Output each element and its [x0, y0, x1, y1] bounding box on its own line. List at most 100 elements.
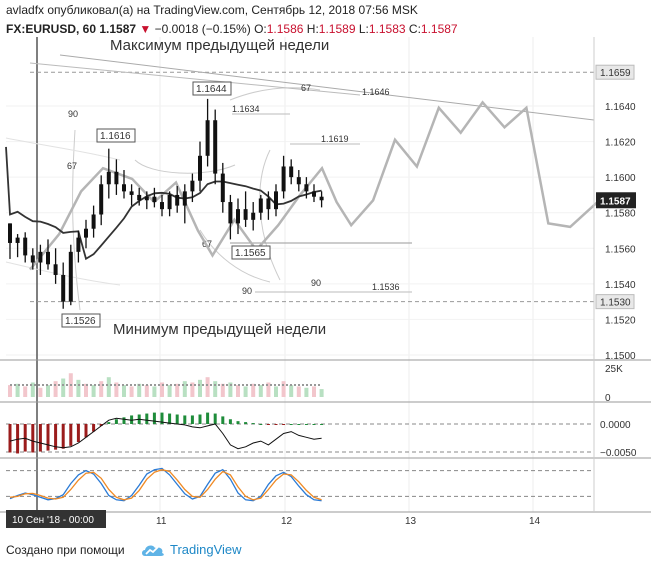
candle-body-29	[228, 202, 233, 224]
price-tick-4: 1.1560	[605, 244, 636, 255]
fib-ray-67	[29, 62, 361, 96]
volume-bar-27	[213, 381, 218, 397]
price-axis[interactable]: 1.1640 1.1620 1.1600 1.1580 1.1560 1.1540 1.15…	[593, 37, 636, 512]
macd-hist-18	[145, 413, 149, 424]
time-axis[interactable]: 10 Сен '18 - 00:00 11 12 13 14	[6, 510, 541, 528]
candle-body-14	[114, 171, 119, 185]
fib-level-label-2: 1.1619	[321, 134, 349, 144]
volume-bar-39	[304, 387, 309, 397]
published-text: опубликовал(а) на TradingView.com, Сентя…	[47, 3, 418, 17]
time-tick-1: 12	[281, 516, 293, 527]
volume-bar-12	[99, 381, 104, 397]
volume-bar-13	[106, 377, 111, 397]
volume-bar-30	[236, 385, 240, 397]
volume-pane: 25K 0	[8, 364, 623, 404]
time-tick-2: 13	[405, 516, 417, 527]
candle-body-6	[53, 264, 58, 275]
candle-body-18	[144, 196, 149, 201]
macd-hist-40	[312, 424, 316, 425]
candle-body-34	[266, 198, 271, 210]
candle-body-35	[274, 191, 278, 210]
change-value: −0.0018 (−0.15%)	[154, 22, 251, 36]
macd-pane: 0.0000 −0.0050	[6, 412, 637, 459]
macd-hist-34	[266, 424, 270, 425]
macd-hist-38	[297, 424, 301, 425]
volume-bar-1	[15, 383, 20, 397]
candle-body-3	[30, 255, 35, 263]
fib-arc-bottom	[199, 229, 271, 283]
header-line-1: avladfx опубликовал(а) на TradingView.co…	[6, 3, 418, 17]
macd-hist-33	[259, 424, 263, 425]
projection-path	[29, 100, 601, 271]
candle-body-0	[8, 223, 12, 243]
volume-bar-18	[144, 385, 149, 397]
pane-separators	[0, 359, 651, 513]
open-label: O:	[254, 22, 267, 36]
stoch-k-line	[9, 467, 322, 502]
tradingview-link[interactable]: TradingView	[170, 542, 242, 557]
volume-bar-15	[122, 385, 126, 397]
volume-bar-40	[312, 386, 316, 397]
macd-hist-10	[84, 424, 88, 438]
volume-bar-19	[152, 386, 157, 397]
callout-box-0	[192, 81, 232, 96]
volume-bar-32	[251, 383, 256, 397]
candle-body-20	[160, 202, 164, 210]
cursor-time-label: 10 Сен '18 - 00:00	[12, 515, 94, 526]
price-tick-6: 1.1520	[605, 315, 636, 326]
chart-area[interactable]	[6, 37, 594, 512]
candle-body-24	[190, 180, 195, 192]
volume-bar-11	[91, 385, 96, 397]
volume-bar-38	[296, 386, 301, 397]
stoch-d-line	[9, 469, 322, 501]
macd-hist-30	[236, 421, 240, 424]
candle-body-16	[129, 191, 134, 195]
author-name[interactable]: avladfx	[6, 3, 45, 17]
volume-tick-1: 0	[605, 393, 611, 404]
candle-body-38	[296, 177, 301, 185]
candle-body-8	[68, 251, 73, 302]
symbol-label[interactable]: FX:EURUSD, 60	[6, 22, 97, 36]
macd-hist-23	[183, 415, 187, 424]
price-tick-2: 1.1600	[605, 173, 636, 184]
macd-hist-11	[92, 424, 96, 432]
volume-bar-26	[205, 377, 210, 397]
candle-body-36	[281, 166, 286, 192]
last-price-tag-label: 1.1587	[600, 196, 631, 207]
trend-line	[59, 54, 595, 121]
price-tick-0: 1.1640	[605, 102, 636, 113]
callout-box-1	[96, 128, 136, 143]
macd-hist-37	[289, 424, 293, 425]
macd-hist-31	[244, 422, 248, 424]
fib-arc-upper	[229, 87, 321, 101]
candle-body-13	[106, 171, 111, 185]
header-line-2: FX:EURUSD, 60 1.1587 ▼ −0.0018 (−0.15%) …	[6, 22, 458, 36]
levels: 1.1646 67 1.1634 1.1619 1.1536 90	[29, 54, 595, 303]
candle-body-40	[312, 191, 316, 197]
volume-tick-0: 25K	[605, 364, 623, 375]
tradingview-cloud-icon[interactable]	[140, 541, 166, 559]
fib-ratio-label-1: 67	[67, 161, 77, 171]
callout-label-2: 1.1565	[235, 248, 266, 259]
band-top	[5, 137, 121, 161]
low-label: L:	[358, 22, 369, 36]
macd-hist-22	[175, 414, 179, 424]
macd-tick-1: −0.0050	[600, 448, 637, 459]
candle-body-2	[23, 237, 28, 256]
macd-hist-41	[320, 424, 324, 425]
candle-body-27	[213, 120, 218, 174]
macd-hist-25	[198, 414, 202, 424]
callout-label-1: 1.1616	[100, 131, 131, 142]
fib-level-label-1: 1.1634	[232, 104, 260, 114]
volume-bar-23	[182, 381, 187, 397]
candle-body-28	[220, 173, 225, 203]
volume-bar-0	[8, 385, 12, 397]
volume-bar-5	[46, 385, 50, 397]
price-tick-1: 1.1620	[605, 138, 636, 149]
fib-ratio-label-3: 90	[242, 286, 252, 296]
volume-bar-20	[160, 382, 164, 397]
volume-bar-35	[274, 386, 278, 397]
macd-hist-21	[168, 413, 172, 424]
time-tick-3: 14	[529, 516, 541, 527]
